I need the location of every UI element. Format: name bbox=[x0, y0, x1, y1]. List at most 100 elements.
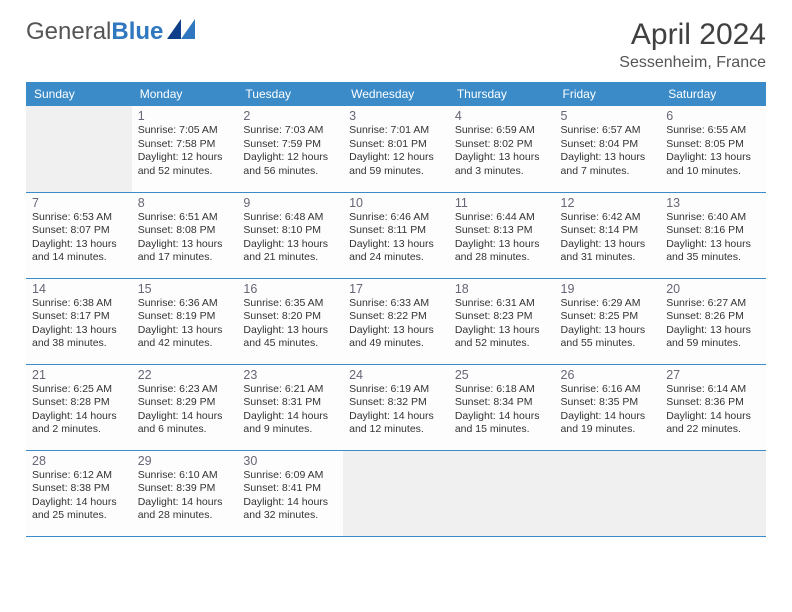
day-number: 22 bbox=[138, 368, 232, 382]
sunset-line: Sunset: 8:29 PM bbox=[138, 396, 232, 410]
sunset-line: Sunset: 8:16 PM bbox=[666, 224, 760, 238]
daylight-line: Daylight: 14 hours and 28 minutes. bbox=[138, 496, 232, 523]
calendar-cell: 29Sunrise: 6:10 AMSunset: 8:39 PMDayligh… bbox=[132, 450, 238, 536]
daylight-line: Daylight: 12 hours and 56 minutes. bbox=[243, 151, 337, 178]
calendar-cell: 8Sunrise: 6:51 AMSunset: 8:08 PMDaylight… bbox=[132, 192, 238, 278]
sunset-line: Sunset: 8:05 PM bbox=[666, 138, 760, 152]
daylight-line: Daylight: 14 hours and 32 minutes. bbox=[243, 496, 337, 523]
calendar-cell: 3Sunrise: 7:01 AMSunset: 8:01 PMDaylight… bbox=[343, 106, 449, 192]
calendar-table: SundayMondayTuesdayWednesdayThursdayFrid… bbox=[26, 82, 766, 537]
daylight-line: Daylight: 14 hours and 6 minutes. bbox=[138, 410, 232, 437]
daylight-line: Daylight: 13 hours and 52 minutes. bbox=[455, 324, 549, 351]
day-number: 15 bbox=[138, 282, 232, 296]
sunrise-line: Sunrise: 7:03 AM bbox=[243, 124, 337, 138]
day-number: 19 bbox=[561, 282, 655, 296]
daylight-line: Daylight: 13 hours and 24 minutes. bbox=[349, 238, 443, 265]
day-number: 1 bbox=[138, 109, 232, 123]
sunset-line: Sunset: 8:20 PM bbox=[243, 310, 337, 324]
sunset-line: Sunset: 8:25 PM bbox=[561, 310, 655, 324]
sunset-line: Sunset: 8:39 PM bbox=[138, 482, 232, 496]
day-number: 14 bbox=[32, 282, 126, 296]
calendar-cell: 20Sunrise: 6:27 AMSunset: 8:26 PMDayligh… bbox=[660, 278, 766, 364]
sunrise-line: Sunrise: 6:16 AM bbox=[561, 383, 655, 397]
calendar-cell: 6Sunrise: 6:55 AMSunset: 8:05 PMDaylight… bbox=[660, 106, 766, 192]
sunrise-line: Sunrise: 6:27 AM bbox=[666, 297, 760, 311]
sunset-line: Sunset: 8:08 PM bbox=[138, 224, 232, 238]
day-number: 13 bbox=[666, 196, 760, 210]
day-number: 9 bbox=[243, 196, 337, 210]
daylight-line: Daylight: 13 hours and 55 minutes. bbox=[561, 324, 655, 351]
daylight-line: Daylight: 13 hours and 31 minutes. bbox=[561, 238, 655, 265]
calendar-body: 1Sunrise: 7:05 AMSunset: 7:58 PMDaylight… bbox=[26, 106, 766, 536]
day-number: 24 bbox=[349, 368, 443, 382]
calendar-cell: 22Sunrise: 6:23 AMSunset: 8:29 PMDayligh… bbox=[132, 364, 238, 450]
day-number: 25 bbox=[455, 368, 549, 382]
sunset-line: Sunset: 8:23 PM bbox=[455, 310, 549, 324]
sunrise-line: Sunrise: 6:48 AM bbox=[243, 211, 337, 225]
daylight-line: Daylight: 12 hours and 52 minutes. bbox=[138, 151, 232, 178]
daylight-line: Daylight: 13 hours and 14 minutes. bbox=[32, 238, 126, 265]
calendar-row: 28Sunrise: 6:12 AMSunset: 8:38 PMDayligh… bbox=[26, 450, 766, 536]
sunrise-line: Sunrise: 6:31 AM bbox=[455, 297, 549, 311]
daylight-line: Daylight: 14 hours and 2 minutes. bbox=[32, 410, 126, 437]
sunset-line: Sunset: 8:13 PM bbox=[455, 224, 549, 238]
brand-mark-icon bbox=[167, 18, 195, 46]
day-number: 7 bbox=[32, 196, 126, 210]
sunrise-line: Sunrise: 6:36 AM bbox=[138, 297, 232, 311]
calendar-cell: 19Sunrise: 6:29 AMSunset: 8:25 PMDayligh… bbox=[555, 278, 661, 364]
calendar-cell: 4Sunrise: 6:59 AMSunset: 8:02 PMDaylight… bbox=[449, 106, 555, 192]
title-block: April 2024 Sessenheim, France bbox=[619, 18, 766, 72]
day-number: 8 bbox=[138, 196, 232, 210]
sunset-line: Sunset: 8:14 PM bbox=[561, 224, 655, 238]
daylight-line: Daylight: 13 hours and 42 minutes. bbox=[138, 324, 232, 351]
sunrise-line: Sunrise: 6:38 AM bbox=[32, 297, 126, 311]
sunset-line: Sunset: 8:19 PM bbox=[138, 310, 232, 324]
daylight-line: Daylight: 13 hours and 28 minutes. bbox=[455, 238, 549, 265]
sunset-line: Sunset: 8:41 PM bbox=[243, 482, 337, 496]
day-number: 21 bbox=[32, 368, 126, 382]
daylight-line: Daylight: 13 hours and 45 minutes. bbox=[243, 324, 337, 351]
daylight-line: Daylight: 12 hours and 59 minutes. bbox=[349, 151, 443, 178]
daylight-line: Daylight: 14 hours and 22 minutes. bbox=[666, 410, 760, 437]
brand-word-1: General bbox=[26, 18, 111, 46]
daylight-line: Daylight: 14 hours and 25 minutes. bbox=[32, 496, 126, 523]
sunrise-line: Sunrise: 6:55 AM bbox=[666, 124, 760, 138]
weekday-header: Wednesday bbox=[343, 82, 449, 106]
sunset-line: Sunset: 8:34 PM bbox=[455, 396, 549, 410]
sunrise-line: Sunrise: 6:33 AM bbox=[349, 297, 443, 311]
weekday-header: Thursday bbox=[449, 82, 555, 106]
sunrise-line: Sunrise: 6:18 AM bbox=[455, 383, 549, 397]
day-number: 10 bbox=[349, 196, 443, 210]
brand-logo: GeneralBlue bbox=[26, 18, 195, 46]
sunrise-line: Sunrise: 6:40 AM bbox=[666, 211, 760, 225]
day-number: 2 bbox=[243, 109, 337, 123]
calendar-cell: 11Sunrise: 6:44 AMSunset: 8:13 PMDayligh… bbox=[449, 192, 555, 278]
calendar-row: 7Sunrise: 6:53 AMSunset: 8:07 PMDaylight… bbox=[26, 192, 766, 278]
sunset-line: Sunset: 8:10 PM bbox=[243, 224, 337, 238]
page-header: GeneralBlue April 2024 Sessenheim, Franc… bbox=[26, 18, 766, 72]
daylight-line: Daylight: 13 hours and 59 minutes. bbox=[666, 324, 760, 351]
calendar-page: GeneralBlue April 2024 Sessenheim, Franc… bbox=[0, 0, 792, 555]
sunrise-line: Sunrise: 6:21 AM bbox=[243, 383, 337, 397]
calendar-cell-empty bbox=[555, 450, 661, 536]
calendar-cell: 7Sunrise: 6:53 AMSunset: 8:07 PMDaylight… bbox=[26, 192, 132, 278]
day-number: 28 bbox=[32, 454, 126, 468]
sunset-line: Sunset: 8:11 PM bbox=[349, 224, 443, 238]
calendar-cell: 13Sunrise: 6:40 AMSunset: 8:16 PMDayligh… bbox=[660, 192, 766, 278]
day-number: 30 bbox=[243, 454, 337, 468]
sunrise-line: Sunrise: 6:14 AM bbox=[666, 383, 760, 397]
day-number: 6 bbox=[666, 109, 760, 123]
sunset-line: Sunset: 8:01 PM bbox=[349, 138, 443, 152]
sunrise-line: Sunrise: 6:44 AM bbox=[455, 211, 549, 225]
sunrise-line: Sunrise: 6:19 AM bbox=[349, 383, 443, 397]
brand-word-2: Blue bbox=[111, 18, 163, 46]
calendar-cell: 18Sunrise: 6:31 AMSunset: 8:23 PMDayligh… bbox=[449, 278, 555, 364]
day-number: 26 bbox=[561, 368, 655, 382]
sunset-line: Sunset: 8:02 PM bbox=[455, 138, 549, 152]
calendar-cell: 15Sunrise: 6:36 AMSunset: 8:19 PMDayligh… bbox=[132, 278, 238, 364]
sunrise-line: Sunrise: 6:25 AM bbox=[32, 383, 126, 397]
calendar-cell: 30Sunrise: 6:09 AMSunset: 8:41 PMDayligh… bbox=[237, 450, 343, 536]
day-number: 3 bbox=[349, 109, 443, 123]
daylight-line: Daylight: 13 hours and 38 minutes. bbox=[32, 324, 126, 351]
calendar-cell: 5Sunrise: 6:57 AMSunset: 8:04 PMDaylight… bbox=[555, 106, 661, 192]
